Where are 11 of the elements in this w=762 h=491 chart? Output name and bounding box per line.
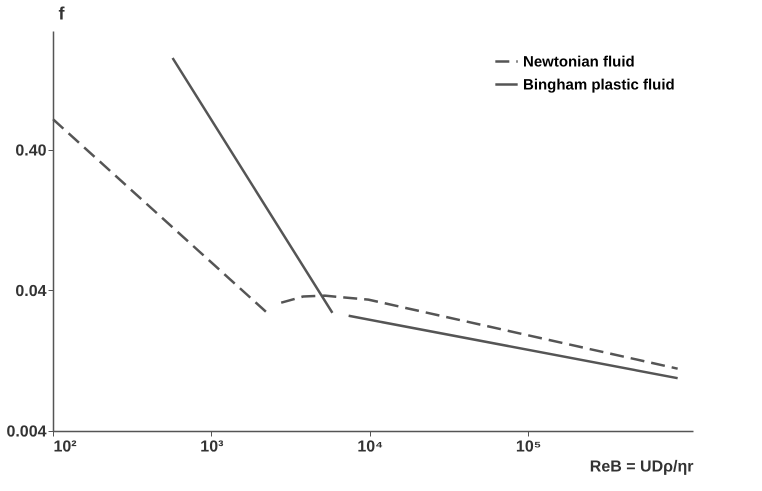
x-tick-label: 10⁴ [357,438,384,456]
x-tick-label: 10² [54,438,77,456]
x-axis-title: ReB = UDρ/ηr [590,458,694,476]
y-tick-label: 0.004 [6,424,47,440]
legend-label: Bingham plastic fluid [523,76,675,94]
y-tick-label: 0.04 [15,282,47,300]
legend-label: Newtonian fluid [523,54,635,70]
y-axis-title: f [58,4,66,24]
x-tick-label: 10⁵ [516,438,542,456]
x-tick-label: 10³ [200,438,224,456]
y-tick-label: 0.40 [15,142,47,160]
